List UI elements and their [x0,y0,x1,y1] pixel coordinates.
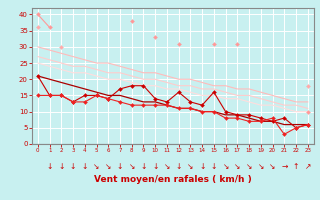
Text: ↘: ↘ [164,162,170,171]
Text: ↘: ↘ [234,162,241,171]
Text: ↓: ↓ [82,162,88,171]
Text: ↘: ↘ [246,162,252,171]
Text: ↓: ↓ [152,162,158,171]
Text: ↓: ↓ [58,162,65,171]
Text: ↗: ↗ [305,162,311,171]
Text: ↓: ↓ [199,162,205,171]
Text: ↘: ↘ [187,162,194,171]
Text: ↓: ↓ [211,162,217,171]
Text: ↓: ↓ [46,162,53,171]
Text: ↑: ↑ [293,162,299,171]
Text: ↓: ↓ [70,162,76,171]
Text: →: → [281,162,287,171]
Text: ↘: ↘ [105,162,111,171]
Text: ↘: ↘ [222,162,229,171]
Text: ↓: ↓ [140,162,147,171]
Text: ↘: ↘ [93,162,100,171]
Text: ↘: ↘ [258,162,264,171]
Text: ↘: ↘ [129,162,135,171]
Text: ↓: ↓ [117,162,123,171]
Text: ↘: ↘ [269,162,276,171]
Text: ↓: ↓ [175,162,182,171]
X-axis label: Vent moyen/en rafales ( km/h ): Vent moyen/en rafales ( km/h ) [94,175,252,184]
